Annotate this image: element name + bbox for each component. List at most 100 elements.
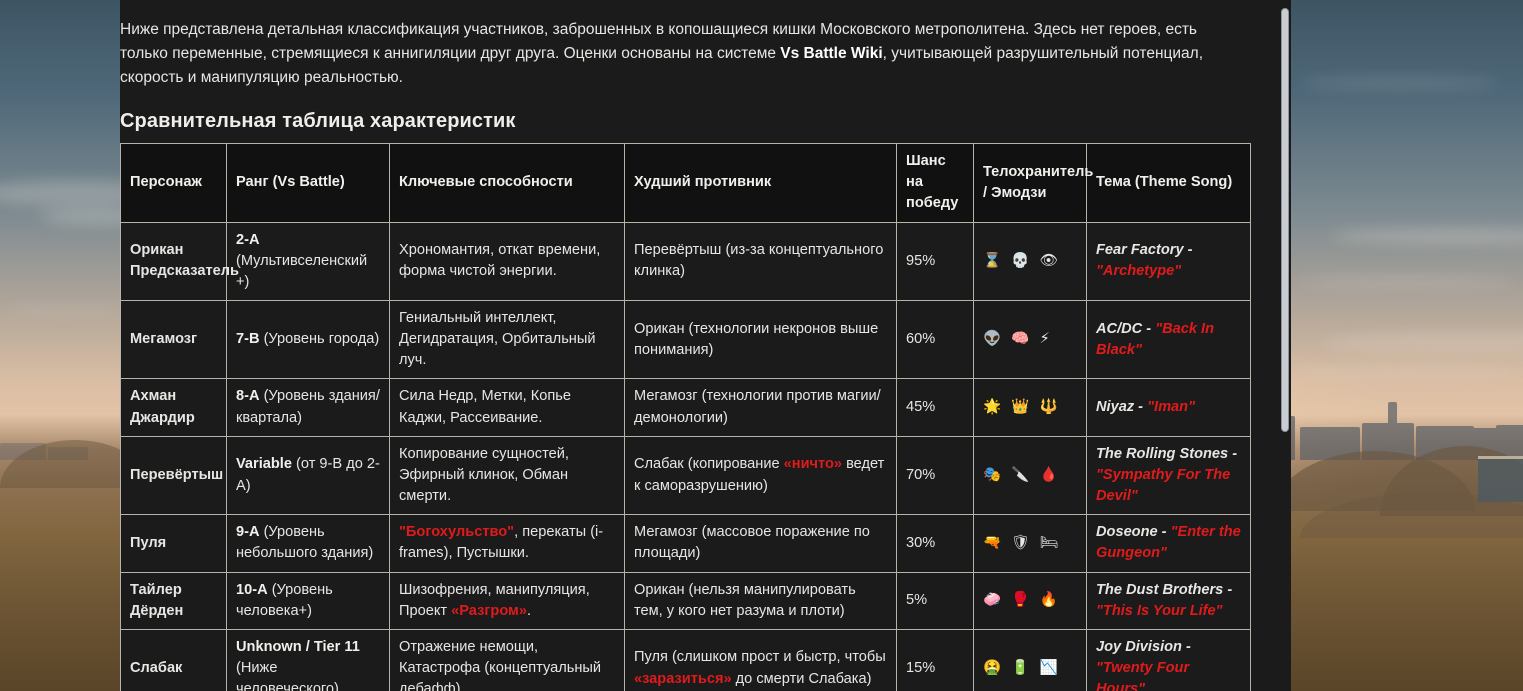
theme-band-name: AC/DC - [1096,320,1156,337]
lightning-icon: ⚡ [1039,331,1053,348]
cell-theme-song: The Rolling Stones - "Sympathy For The D… [1086,435,1251,516]
col-header-bodyguard[interactable]: Телохранитель / Эмодзи [973,143,1093,223]
section-title: Сравнительная таблица характеристик [120,110,516,133]
rank-tier: 9-A [236,524,260,541]
cell-abilities: Сила Недр, Метки, Копье Каджи, Рассеиван… [389,378,625,437]
cell-rank: Variable (от 9-B до 2-A) [226,435,390,516]
cell-theme-song: Doseone - "Enter the Gungeon" [1086,514,1251,573]
table-row[interactable]: Тайлер Дёрден 10-A (Уровень человека+) Шиз… [120,571,1251,630]
theater-masks-icon: 🎭 [983,466,1005,483]
cell-rank: 7-B (Уровень города) [226,299,390,380]
col-header-win-chance[interactable]: Шанс на победу [896,143,974,223]
cell-theme-song: Joy Division - "Twenty Four Hours" [1086,628,1251,691]
cell-bodyguard-emoji: 🌟 👑 🔱 [973,378,1087,437]
cell-rank: 2-A (Мультивселенский +) [226,221,390,301]
cell-win-chance: 15% [896,628,974,691]
soap-icon: 🧼 [983,592,1005,609]
cell-abilities: Хрономантия, откат времени, форма чистой… [389,221,625,301]
water-gun-icon: 🔫 [983,534,1005,551]
cell-abilities: Отражение немощи, Катастрофа (концептуал… [389,628,625,691]
highlighted-term: «заразиться» [634,670,732,687]
intro-paragraph: Ниже представлена детальная классификаци… [120,18,1230,90]
theme-band-name: Fear Factory - [1096,242,1193,259]
rank-tier: 2-A [236,231,260,248]
star-icon: 🌟 [983,399,1005,416]
shield-icon: 🛡 [1011,534,1033,551]
skull-icon: 💀 [1011,252,1033,269]
cell-rank: 9-A (Уровень небольшого здания) [226,514,390,573]
boxing-glove-icon: 🥊 [1011,592,1033,609]
col-header-worst-enemy[interactable]: Худший противник [624,143,897,223]
table-row[interactable]: Слабак Unknown / Tier 11 (Ниже человеческ… [120,628,1251,691]
fire-icon: 🔥 [1039,592,1061,609]
cell-worst-enemy: Орикан (технологии некронов выше пониман… [624,299,897,380]
knife-icon: 🔪 [1011,466,1033,483]
battery-icon: 🔋 [1011,660,1033,677]
cell-character: Орикан Предсказатель [120,221,239,301]
table-row[interactable]: Мегамозг 7-B (Уровень города) Гениальный и… [120,299,1251,380]
cell-theme-song: Niyaz - "Iman" [1086,378,1251,437]
rank-tier: Variable [236,456,292,473]
table-row[interactable]: Орикан Предсказатель 2-A (Мультивселенски… [120,221,1251,301]
cell-character: Мегамозг [120,299,227,380]
cell-win-chance: 60% [896,299,974,380]
eye-icon: 👁 [1039,252,1061,269]
theme-song-title: "Iman" [1147,399,1195,416]
theme-song-title: "Twenty Four Hours" [1096,660,1190,691]
cell-rank: 8-A (Уровень здания/квартала) [226,378,390,437]
table-row[interactable]: Пуля 9-A (Уровень небольшого здания) "Бого… [120,514,1251,573]
cell-win-chance: 45% [896,378,974,437]
cell-theme-song: AC/DC - "Back In Black" [1086,299,1251,380]
cell-rank: 10-A (Уровень человека+) [226,571,390,630]
table-body: Орикан Предсказатель 2-A (Мультивселенски… [120,221,1251,691]
blood-drop-icon: 🩸 [1039,466,1061,483]
col-header-character[interactable]: Персонаж [120,143,227,223]
background-dunes [0,435,1523,691]
cell-bodyguard-emoji: 🔫 🛡 🛏 [973,514,1087,573]
theme-song-title: "Enter the Gungeon" [1096,524,1241,562]
intro-text-part-1: Ниже представлена детальная классификаци… [120,21,1198,63]
theme-song-title: "Sympathy For The Devil" [1096,466,1231,505]
cell-bodyguard-emoji: 🧼 🥊 🔥 [973,571,1087,630]
cell-abilities: Гениальный интеллект, Дегидратация, Орби… [389,299,625,380]
cell-worst-enemy: Слабак (копирование «ничто» ведет к само… [624,435,897,516]
rank-tier: 8-A [236,388,260,405]
cell-worst-enemy: Перевёртыш (из-за концептуального клинка… [624,221,897,301]
hourglass-icon: ⌛ [983,252,1005,269]
col-header-abilities[interactable]: Ключевые способности [389,143,625,223]
page-scrollbar-thumb[interactable] [1281,8,1289,432]
intro-text-part-2: , учитывающей разрушительный потенциал, … [120,45,1204,87]
highlighted-term: «Разгром» [451,602,527,619]
cell-theme-song: Fear Factory - "Archetype" [1086,221,1251,301]
theme-band-name: The Rolling Stones - [1096,445,1238,462]
table-row[interactable]: Перевёртыш Variable (от 9-B до 2-A) Копиро… [120,435,1251,516]
brain-icon: 🧠 [1011,331,1033,348]
rank-tier: 7-B [236,331,260,348]
col-header-rank[interactable]: Ранг (Vs Battle) [226,143,390,223]
bed-icon: 🛏 [1039,534,1062,551]
theme-song-title: "Back In Black" [1096,320,1215,358]
theme-song-title: "This Is Your Life" [1096,602,1223,619]
crown-icon: 👑 [1011,399,1033,416]
alien-icon: 👽 [983,331,1005,348]
article-content-panel: Ниже представлена детальная классификаци… [120,0,1281,691]
cell-abilities: Шизофрения, манипуляция, Проект «Разгром… [389,571,625,630]
cell-win-chance: 95% [896,221,974,301]
intro-bold-source: Vs Battle Wiki [780,45,883,63]
cell-character: Ахман Джардир [120,378,227,437]
theme-band-name: The Dust Brothers - [1096,581,1233,598]
cell-worst-enemy: Орикан (нельзя манипулировать тем, у ког… [624,571,897,630]
cell-character: Пуля [120,514,227,573]
cell-bodyguard-emoji: ⌛ 💀 👁 [973,221,1087,301]
cell-bodyguard-emoji: 🎭 🔪 🩸 [973,435,1087,516]
rank-tier: 10-A [236,581,268,598]
cell-bodyguard-emoji: 👽 🧠 ⚡ [973,299,1087,380]
cell-character: Тайлер Дёрден [120,571,227,630]
cell-rank: Unknown / Tier 11 (Ниже человеческого) [226,628,390,691]
table-header-row: Персонаж Ранг (Vs Battle) Ключевые спосо… [120,143,1251,223]
col-header-theme[interactable]: Тема (Theme Song) [1086,143,1251,223]
rank-tier: Unknown / Tier 11 [236,638,360,655]
cell-win-chance: 70% [896,435,974,516]
chart-decreasing-icon: 📉 [1039,660,1061,677]
table-row[interactable]: Ахман Джардир 8-A (Уровень здания/квартал… [120,378,1251,437]
